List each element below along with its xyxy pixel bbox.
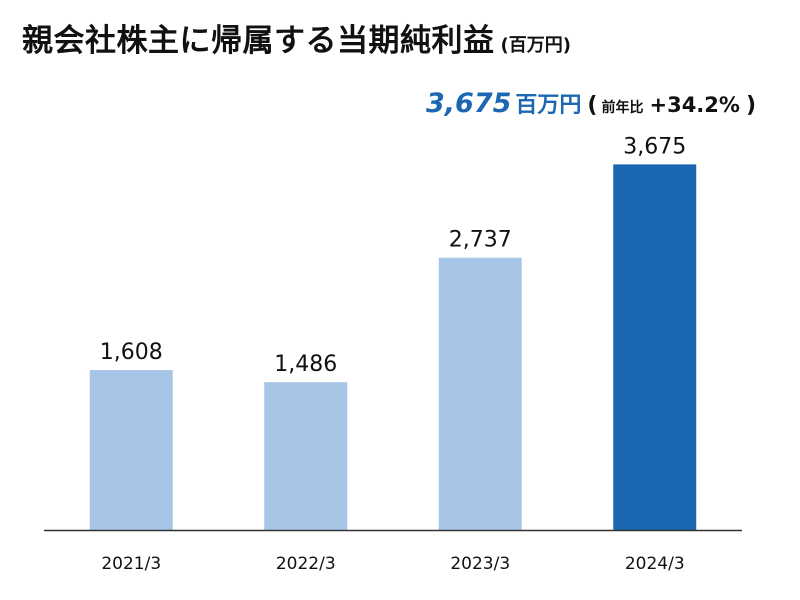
chart-title-unit: (百万円) [500,35,571,56]
summary-close-paren: ) [745,93,756,118]
bar-2023/3 [438,257,522,530]
chart-title: 親会社株主に帰属する当期純利益 (百万円) [22,26,571,57]
summary-unit: 百万円 [515,93,582,118]
data-label-2022/3: 1,486 [274,352,337,377]
chart-title-text: 親会社株主に帰属する当期純利益 [22,23,495,59]
summary-open-paren: ( [587,93,598,118]
x-tick-label-2022/3: 2022/3 [276,554,336,574]
bar-2024/3 [613,164,697,530]
data-label-2023/3: 2,737 [449,228,512,253]
bar-2022/3 [264,382,348,530]
bar-2021/3 [89,370,173,530]
x-tick-label-2023/3: 2023/3 [450,554,510,574]
data-label-2024/3: 3,675 [623,134,686,159]
x-tick-label-2021/3: 2021/3 [101,554,161,574]
summary-yoy-label: 前年比 [601,100,644,116]
x-tick-label-2024/3: 2024/3 [625,554,685,574]
summary-value: 3,675 [426,88,512,119]
summary-yoy-value: +34.2% [649,93,740,117]
summary-line: 3,675 百万円(前年比 +34.2%) [426,90,756,117]
data-label-2021/3: 1,608 [100,340,163,365]
